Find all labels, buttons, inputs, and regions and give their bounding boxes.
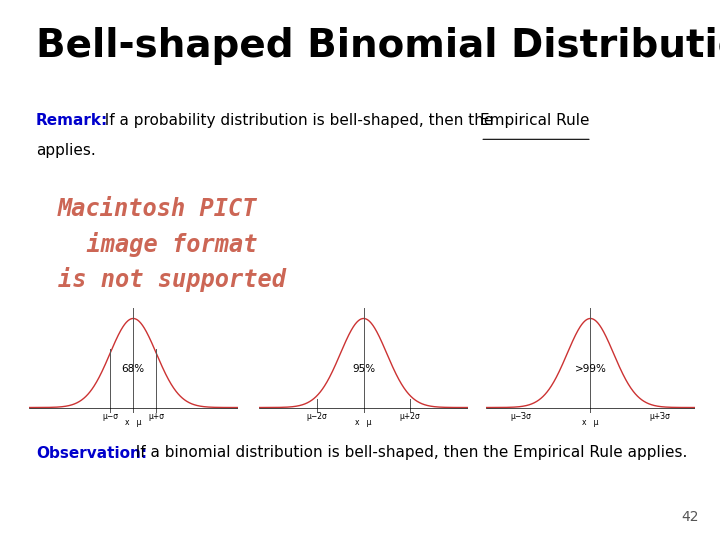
Text: >99%: >99%: [575, 364, 606, 374]
Text: x   µ: x µ: [356, 418, 372, 427]
Text: If a binomial distribution is bell-shaped, then the Empirical Rule applies.: If a binomial distribution is bell-shape…: [126, 446, 688, 461]
Text: x   µ: x µ: [125, 418, 141, 427]
Text: µ−σ: µ−σ: [102, 413, 118, 421]
Text: 42: 42: [681, 510, 698, 524]
Text: Remark:: Remark:: [36, 113, 108, 129]
Text: If a probability distribution is bell-shaped, then the: If a probability distribution is bell-sh…: [95, 113, 498, 129]
Text: Bell-shaped Binomial Distributions: Bell-shaped Binomial Distributions: [36, 27, 720, 65]
Text: image format: image format: [58, 232, 257, 257]
Text: Empirical Rule: Empirical Rule: [480, 113, 590, 129]
Text: x   µ: x µ: [582, 418, 598, 427]
Text: applies.: applies.: [36, 143, 96, 158]
Text: µ−2σ: µ−2σ: [307, 413, 328, 421]
Text: 68%: 68%: [122, 364, 145, 374]
Text: µ+3σ: µ+3σ: [649, 413, 670, 421]
Text: 95%: 95%: [352, 364, 375, 374]
Text: µ−3σ: µ−3σ: [510, 413, 531, 421]
Text: Observation:: Observation:: [36, 446, 147, 461]
Text: µ+2σ: µ+2σ: [400, 413, 420, 421]
Text: Macintosh PICT: Macintosh PICT: [58, 197, 257, 221]
Text: is not supported: is not supported: [58, 267, 286, 292]
Text: µ+σ: µ+σ: [148, 413, 164, 421]
